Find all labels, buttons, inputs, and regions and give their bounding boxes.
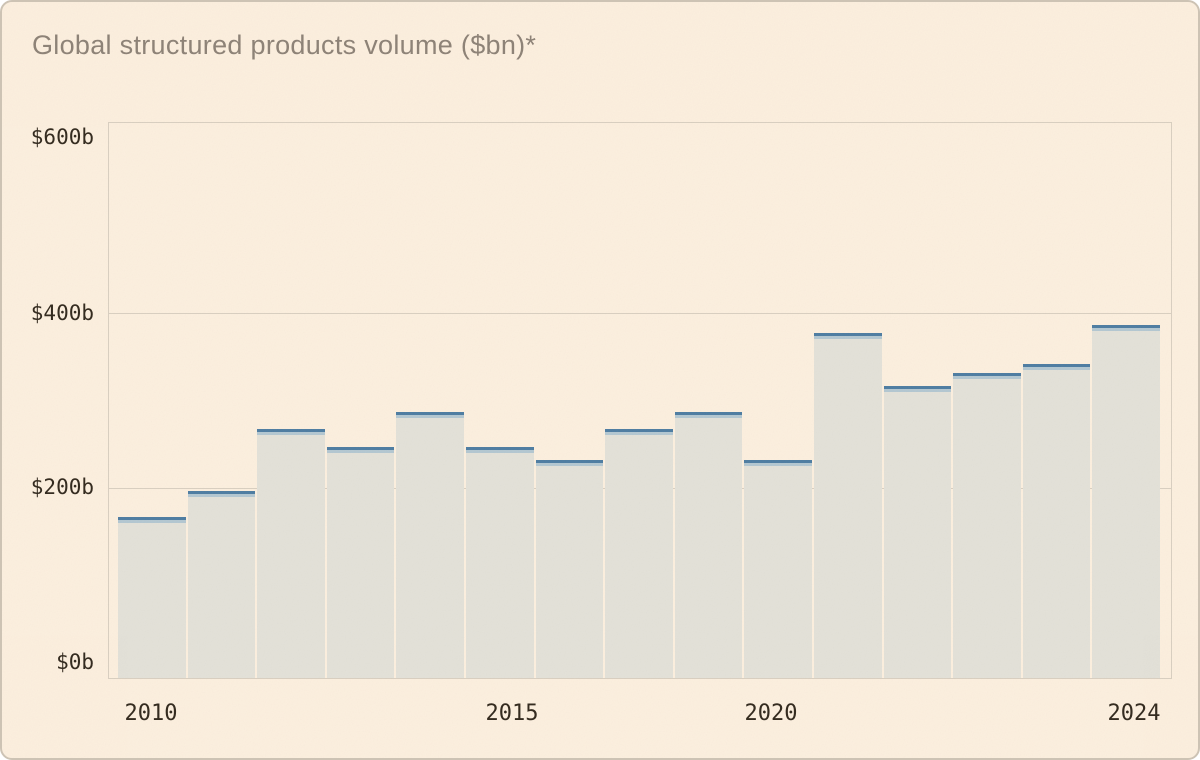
- bar-2012: [257, 429, 325, 678]
- bar-2016: [535, 459, 604, 678]
- bar-2018: [674, 411, 743, 678]
- bar-2022: [953, 372, 1021, 678]
- bar-2010: [118, 516, 186, 678]
- bar-2011: [187, 490, 256, 678]
- bar-2019: [744, 459, 812, 678]
- x-tick-label-2020: 2020: [744, 701, 798, 726]
- y-tick-label-200b: $200b: [30, 475, 94, 499]
- x-tick-label-2015: 2015: [485, 701, 539, 726]
- bar-2021: [883, 385, 952, 678]
- bar-2015: [466, 446, 534, 678]
- x-tick-label-2010: 2010: [124, 701, 178, 726]
- plot-area: [108, 122, 1172, 679]
- bar-2017: [605, 429, 673, 678]
- bar-2024: [1092, 324, 1160, 678]
- x-tick-label-2024: 2024: [1107, 701, 1161, 726]
- y-tick-label-0b: $0b: [56, 650, 94, 674]
- gridline-400b: [109, 313, 1171, 315]
- y-tick-label-400b: $400b: [30, 301, 94, 325]
- y-tick-label-600b: $600b: [30, 125, 94, 149]
- bar-2020: [814, 333, 882, 678]
- bar-2014: [396, 411, 464, 678]
- chart-title: Global structured products volume ($bn)*: [32, 30, 537, 60]
- bar-2023: [1022, 363, 1091, 678]
- bar-2013: [326, 446, 395, 678]
